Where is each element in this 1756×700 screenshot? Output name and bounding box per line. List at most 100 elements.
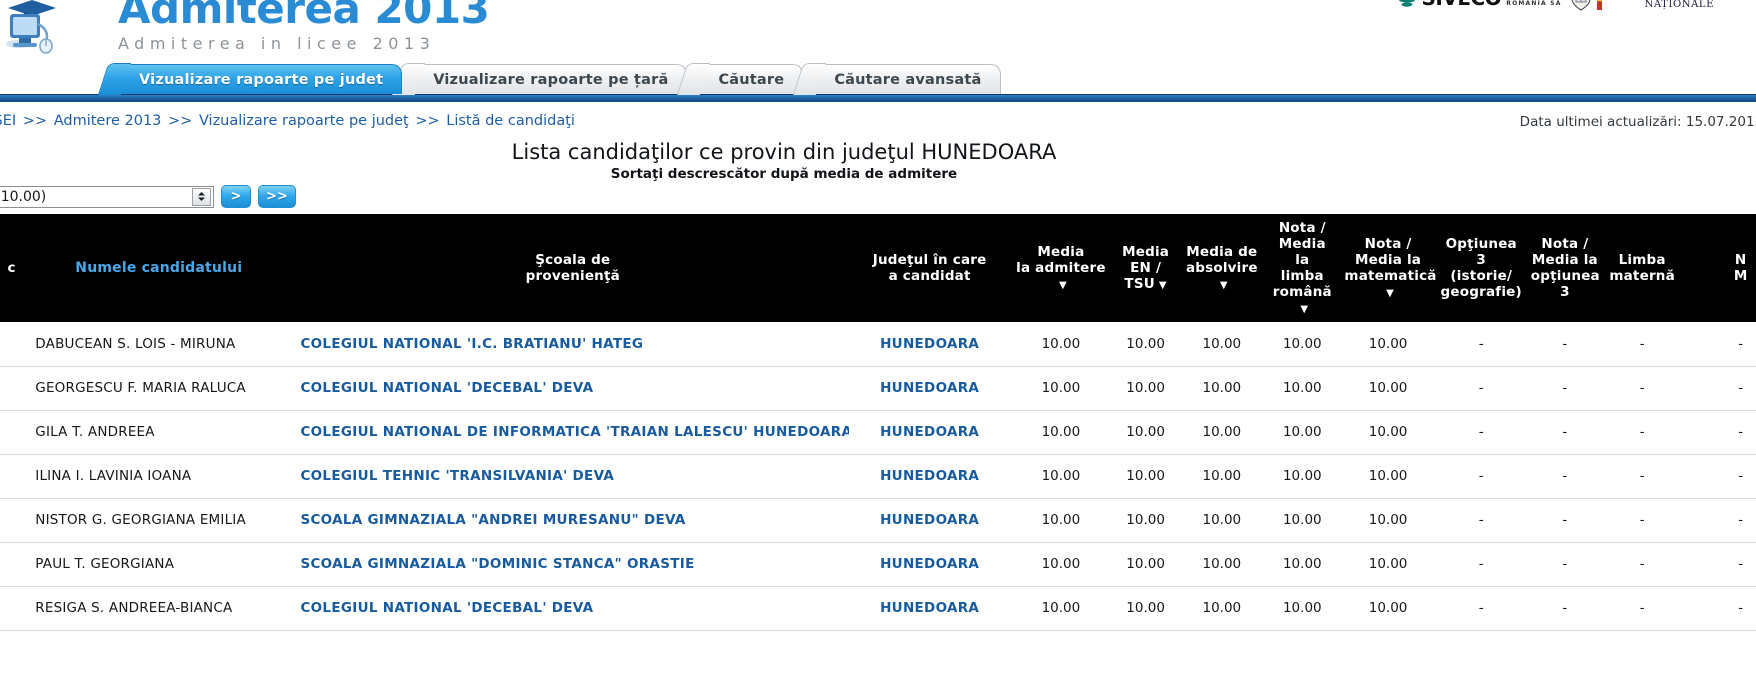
cell-name: RESIGA S. ANDREEA-BIANCA: [23, 586, 297, 631]
breadcrumb-item-3[interactable]: Listă de candidaţi: [446, 113, 575, 129]
col-header-label: Media de absolvire: [1185, 244, 1258, 276]
cell-mat: 10.00: [1340, 322, 1436, 367]
table-row: ILINA I. LAVINIA IOANA COLEGIUL TEHNIC 'T…: [0, 454, 1756, 499]
breadcrumb-item-2[interactable]: Vizualizare rapoarte pe judeţ: [198, 113, 409, 129]
sort-caret-icon[interactable]: ▼: [1158, 280, 1167, 291]
sort-caret-icon[interactable]: ▼: [1058, 280, 1067, 291]
cell-limba: -: [1602, 454, 1682, 499]
sort-caret-icon[interactable]: ▼: [1219, 280, 1228, 291]
tab-0[interactable]: Vizualizare rapoarte pe judet: [112, 64, 403, 94]
cell-county[interactable]: HUNEDOARA: [849, 410, 1011, 455]
cell-abs: 10.00: [1179, 542, 1265, 587]
breadcrumb-item-0[interactable]: al SEI: [0, 113, 17, 129]
cell-name: ILINA I. LAVINIA IOANA: [23, 454, 297, 499]
pager-controls: . 1 (10.00) > >>: [0, 185, 296, 208]
cell-nopt3: -: [1526, 366, 1603, 411]
cell-last: -: [1681, 366, 1756, 411]
cell-abs: 10.00: [1179, 322, 1265, 367]
cell-mad: 10.00: [1010, 454, 1112, 499]
cell-mat: 10.00: [1340, 366, 1436, 411]
col-header-name[interactable]: Numele candidatului: [23, 214, 297, 322]
col-header-opt3[interactable]: Opţiunea 3 (istorie/geografie): [1435, 214, 1527, 322]
last-page-button[interactable]: >>: [258, 185, 296, 208]
cell-name: DABUCEAN S. LOIS - MIRUNA: [23, 322, 297, 367]
header-blue-rule: [0, 94, 1756, 102]
cell-county[interactable]: HUNEDOARA: [849, 586, 1011, 631]
cell-nopt3: -: [1526, 454, 1603, 499]
cell-name: GEORGESCU F. MARIA RALUCA: [23, 366, 297, 411]
cell-opt3: -: [1435, 498, 1527, 543]
cell-en: 10.00: [1111, 366, 1180, 411]
cell-opt3: -: [1435, 454, 1527, 499]
tab-1[interactable]: Vizualizare rapoarte pe țară: [406, 64, 688, 94]
next-page-button[interactable]: >: [221, 185, 251, 208]
col-header-label: Numele candidatului: [75, 260, 243, 276]
cell-mat: 10.00: [1340, 410, 1436, 455]
cell-county[interactable]: HUNEDOARA: [849, 542, 1011, 587]
breadcrumb-item-1[interactable]: Admitere 2013: [53, 113, 162, 129]
cell-abs: 10.00: [1179, 586, 1265, 631]
table-row: GILA T. ANDREEA COLEGIUL NATIONAL DE INFO…: [0, 410, 1756, 455]
cell-en: 10.00: [1111, 542, 1180, 587]
cell-opt3: -: [1435, 410, 1527, 455]
cell-last: -: [1681, 542, 1756, 587]
page-select-value: . 1 (10.00): [0, 188, 47, 205]
cell-county[interactable]: HUNEDOARA: [849, 498, 1011, 543]
table-body: DABUCEAN S. LOIS - MIRUNA COLEGIUL NATION…: [0, 322, 1756, 631]
col-header-mad[interactable]: Media la admitere ▼: [1010, 214, 1112, 322]
tab-label: Căutare avansată: [834, 71, 982, 88]
cell-school[interactable]: COLEGIUL NATIONAL 'DECEBAL' DEVA: [296, 366, 850, 411]
cell-mad: 10.00: [1010, 410, 1112, 455]
cell-county[interactable]: HUNEDOARA: [849, 454, 1011, 499]
siveco-tagline: ROMANIA SA: [1506, 0, 1562, 7]
siveco-wordmark: SIVECO: [1422, 0, 1502, 10]
cell-school[interactable]: SCOALA GIMNAZIALA "DOMINIC STANCA" ORAST…: [296, 542, 850, 587]
cell-nopt3: -: [1526, 542, 1603, 587]
cell-mat: 10.00: [1340, 498, 1436, 543]
col-header-rom[interactable]: Nota / Media la limba română ▼: [1264, 214, 1341, 322]
page-subtitle: Sortaţi descrescător după media de admit…: [610, 166, 958, 182]
cell-name: GILA T. ANDREEA: [23, 410, 297, 455]
cell-school[interactable]: COLEGIUL NATIONAL 'I.C. BRATIANU' HATEG: [296, 322, 850, 367]
cell-rank: [0, 498, 24, 543]
cell-county[interactable]: HUNEDOARA: [849, 322, 1011, 367]
col-header-label: Limba maternă: [1609, 252, 1675, 284]
primary-tabbar: Vizualizare rapoarte pe judet Vizualizare…: [0, 62, 1756, 94]
cell-school[interactable]: SCOALA GIMNAZIALA "ANDREI MURESANU" DEVA: [296, 498, 850, 543]
tab-3[interactable]: Căutare avansată: [807, 64, 1001, 94]
col-header-nopt3[interactable]: Nota / Media la opţiunea 3: [1526, 214, 1603, 322]
ministry-crest-icon: [1570, 0, 1592, 12]
tab-2[interactable]: Căutare: [691, 64, 804, 94]
col-header-rank[interactable]: c: [0, 214, 24, 322]
sort-caret-icon[interactable]: ▼: [1300, 304, 1309, 315]
cell-school[interactable]: COLEGIUL NATIONAL 'DECEBAL' DEVA: [296, 586, 850, 631]
cell-rank: [0, 410, 24, 455]
col-header-abs[interactable]: Media de absolvire ▼: [1179, 214, 1265, 322]
cell-rom: 10.00: [1264, 322, 1341, 367]
table-header-row: c Numele candidatului Şcoala de provenienţă…: [0, 214, 1756, 322]
page-select[interactable]: . 1 (10.00): [0, 185, 214, 208]
cell-limba: -: [1602, 410, 1682, 455]
cell-en: 10.00: [1111, 586, 1180, 631]
col-header-school[interactable]: Şcoala de provenienţă: [296, 214, 850, 322]
cell-county[interactable]: HUNEDOARA: [849, 366, 1011, 411]
col-header-label: Nota / Media la matematică: [1344, 236, 1437, 284]
sort-caret-icon[interactable]: ▼: [1386, 288, 1394, 299]
tab-label: Căutare: [718, 71, 785, 88]
cell-en: 10.00: [1111, 410, 1180, 455]
cell-school[interactable]: COLEGIUL TEHNIC 'TRANSILVANIA' DEVA: [296, 454, 850, 499]
page-heading-zone: Lista candidaţilor ce provin din judeţul…: [0, 140, 1756, 182]
col-header-en[interactable]: Media EN / TSU ▼: [1111, 214, 1180, 322]
cell-nopt3: -: [1526, 410, 1603, 455]
col-header-county[interactable]: Judeţul în care a candidat: [849, 214, 1011, 322]
col-header-limba[interactable]: Limba maternă: [1602, 214, 1682, 322]
chevron-down-icon[interactable]: [192, 187, 211, 206]
breadcrumb: al SEI >> Admitere 2013 >> Vizualizare r…: [0, 113, 575, 129]
computer-graduate-icon: [2, 0, 64, 56]
col-header-mat[interactable]: Nota / Media la matematică ▼: [1340, 214, 1437, 322]
ministry-logo: MINISTERUL EDUCAȚIEI NAȚIONALE: [1570, 0, 1752, 12]
cell-school[interactable]: COLEGIUL NATIONAL DE INFORMATICA 'TRAIAN…: [296, 410, 850, 455]
cell-rank: [0, 322, 24, 367]
site-header: Admiterea 2013 Admiterea in licee 2013 S…: [0, 0, 1756, 62]
